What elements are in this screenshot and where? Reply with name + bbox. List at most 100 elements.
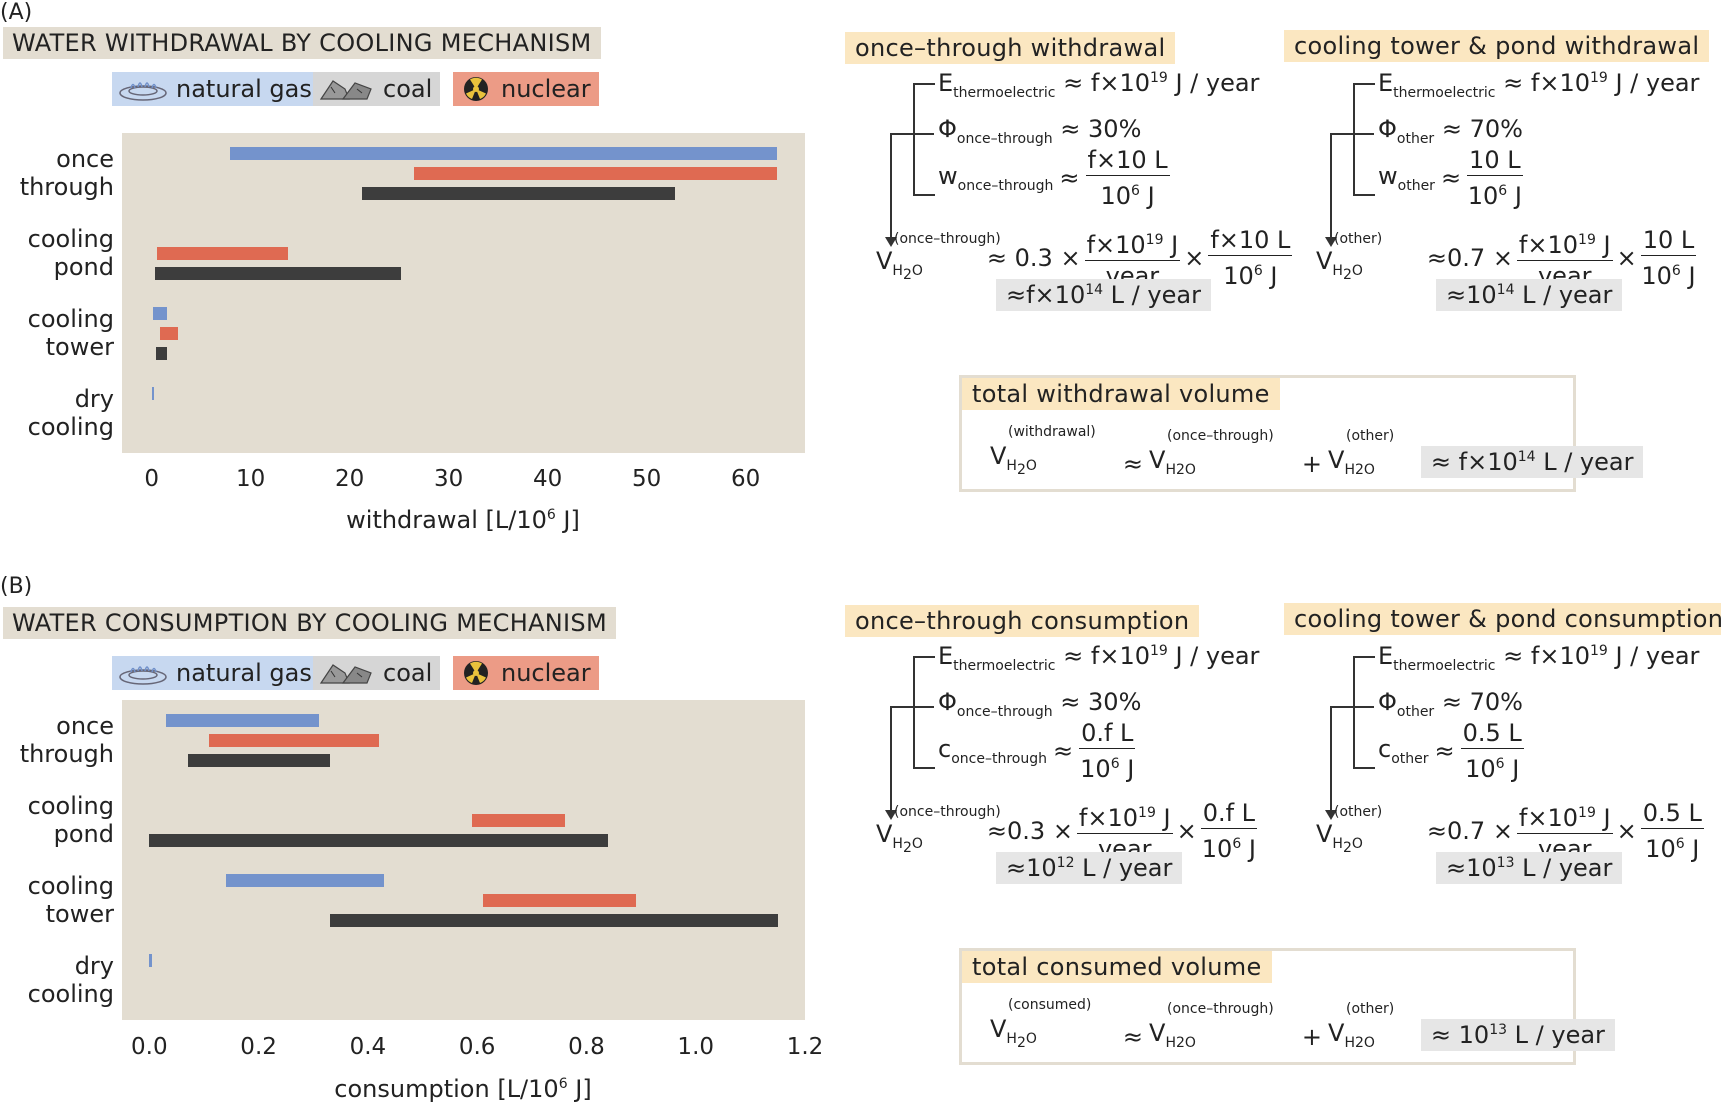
panel-b-label: (B) [0,574,33,599]
total-a-lhs-sup: (withdrawal) [1008,424,1096,440]
eq-a-once-v-sub: H2O [892,263,922,283]
x-tick-label: 0.6 [458,1034,496,1060]
eq-a-once-rate-den-unit: J [1139,182,1155,210]
chart-a-xlabel: withdrawal [L/106 J] [346,506,580,534]
eq-b-other-f2-den: 106 J [1645,829,1699,864]
category-label-line: tower [45,900,114,928]
category-label: once through [4,712,114,768]
legend-label-natural-gas-b: natural gas [176,659,312,687]
eq-b-once-bracket-top [913,656,935,658]
box-b-other-title: cooling tower & pond consumption [1284,603,1721,635]
eq-a-once-rate-approx: ≈ [1059,164,1080,192]
eq-a-once-rate-fraction: f×10 L 106 J [1085,145,1170,211]
eq-a-once-h: H [892,263,903,279]
eq-b-once-e-value: ≈ f×10 [1063,642,1150,670]
eq-a-once-f2-den-unit: J [1262,262,1278,290]
bar-coal [154,266,402,280]
eq-a-other-f2-den-unit: J [1680,262,1696,290]
bar-nuclear [159,326,179,340]
eq-b-other-e-sub: thermoelectric [1393,657,1496,674]
total-b-term2-sup: (other) [1346,1000,1395,1017]
eq-a-once-energy-fraction-num: f×1019 J [1084,225,1181,261]
eq-a-other-arrow-shaft [1330,133,1332,241]
eq-b-once-phi-sub: once–through [956,703,1053,720]
eq-a-other-rate-den: 106 J [1468,176,1522,211]
eq-a-other-rate-fraction-2: 10 L 106 J [1640,225,1697,291]
eq-a-other-bracket-top [1353,83,1375,85]
eq-a-other-f2-num: 10 L [1640,226,1697,256]
bar-natural-gas [151,386,154,400]
eq-a-other-f1-unit: J [1595,231,1611,259]
eq-a-once-result-exp: 14 [1085,282,1104,298]
eq-b-other-phi-symbol: Φ [1378,688,1397,716]
eq-a-once-fraction-line: Φonce–through ≈ 30% [938,115,1141,147]
eq-b-once-v-coef: ≈0.3 × [986,817,1073,845]
chart-a-plot-area [122,133,805,453]
eq-b-once-f2-den-unit: J [1241,835,1256,863]
eq-a-once-rate-den: 106 J [1100,176,1154,211]
eq-a-other-v-coef: ≈0.7 × [1426,244,1513,272]
category-label-line: cooling [27,980,114,1008]
eq-a-other-bracket-vertical [1353,83,1355,194]
total-b-term2: VH2O (other) [1328,1001,1394,1051]
bar-nuclear [414,166,778,180]
eq-a-once-phi-value: ≈ 30% [1060,115,1142,143]
eq-a-other-f2-den-exp: 6 [1671,263,1681,279]
total-a-lhs: VH2O (withdrawal) [990,424,1096,478]
bar-natural-gas [165,713,319,727]
eq-b-other-result-unit: L / year [1514,854,1613,882]
eq-a-other-f2-den: 106 J [1641,256,1695,291]
eq-b-other-energy-line: Ethermoelectric ≈ f×1019 J / year [1378,642,1699,674]
eq-b-other-arrow-shaft [1330,706,1332,814]
eq-b-other-v-sup: (other) [1334,804,1383,821]
eq-b-once-fraction-line: Φonce–through ≈ 30% [938,688,1141,720]
eq-a-once-f2-den: 106 J [1223,256,1277,291]
total-a-term1-v: V [1149,445,1166,474]
eq-a-once-arrow-shaft [890,133,892,241]
eq-a-once-rate-symbol-wrap: wonce–through [938,162,1053,194]
eq-b-once-rate-sub: once–through [951,750,1047,767]
total-a-result: ≈ f×1014 L / year [1420,445,1644,478]
eq-b-other-f2-den-exp: 6 [1675,836,1685,852]
x-tick-label: 1.2 [786,1034,824,1060]
legend-nuclear-b: nuclear [453,656,599,690]
category-label-line: cooling [27,792,114,820]
eq-a-other-arrow-head [1325,237,1337,247]
total-b-lhs-sup: (consumed) [1008,997,1092,1013]
eq-b-once-rate-den-exp: 6 [1110,756,1120,772]
x-tick-label: 60 [730,466,761,492]
eq-b-once-h: H [892,836,903,852]
eq-a-once-f2-den-exp: 6 [1253,263,1263,279]
eq-a-once-phi-symbol: Φ [938,115,957,143]
eq-b-once-energy-line: Ethermoelectric ≈ f×1019 J / year [938,642,1259,674]
bar-coal [361,186,676,200]
total-b-lhs-h: H [1006,1030,1017,1047]
bar-natural-gas [225,873,385,887]
eq-a-once-phi-sub: once–through [956,130,1053,147]
eq-b-once-times: × [1176,817,1197,845]
eq-a-other-rate-num: 10 L [1467,146,1523,176]
eq-a-once-volume-symbol: VH2O (once–through) [876,231,1001,283]
eq-b-other-energy-fraction-num: f×1019 J [1516,798,1613,834]
category-label-line: once [56,712,114,740]
eq-a-other-e-unit: J / year [1607,69,1700,97]
eq-b-other-result-exp: 13 [1496,855,1515,871]
total-b-result-base: ≈ 10 [1430,1020,1490,1049]
total-b-result-exp: 13 [1489,1021,1508,1038]
eq-a-other-rate-approx: ≈ [1440,164,1462,192]
category-label-line: once [56,145,114,173]
eq-b-once-rate-symbol-wrap: conce–through [938,735,1047,767]
eq-a-other-f1-base: f×10 [1518,231,1579,259]
eq-a-other-v-sup: (other) [1334,231,1383,248]
eq-b-other-h: H [1332,836,1343,852]
total-b-lhs-sub: H2O [1006,1030,1036,1051]
eq-b-other-e-exp: 19 [1590,643,1608,659]
eq-b-other-rate-symbol-wrap: cother [1378,735,1429,767]
bar-natural-gas [149,953,153,967]
box-a-once-title: once–through withdrawal [845,32,1176,64]
category-label: cooling pond [4,792,114,848]
total-a-term2-sup: (other) [1346,427,1395,444]
eq-b-once-f2-den-exp: 6 [1232,836,1242,852]
eq-b-once-f2-den: 106 J [1202,829,1256,864]
chart-b-xlabel: consumption [L/106 J] [334,1075,592,1103]
